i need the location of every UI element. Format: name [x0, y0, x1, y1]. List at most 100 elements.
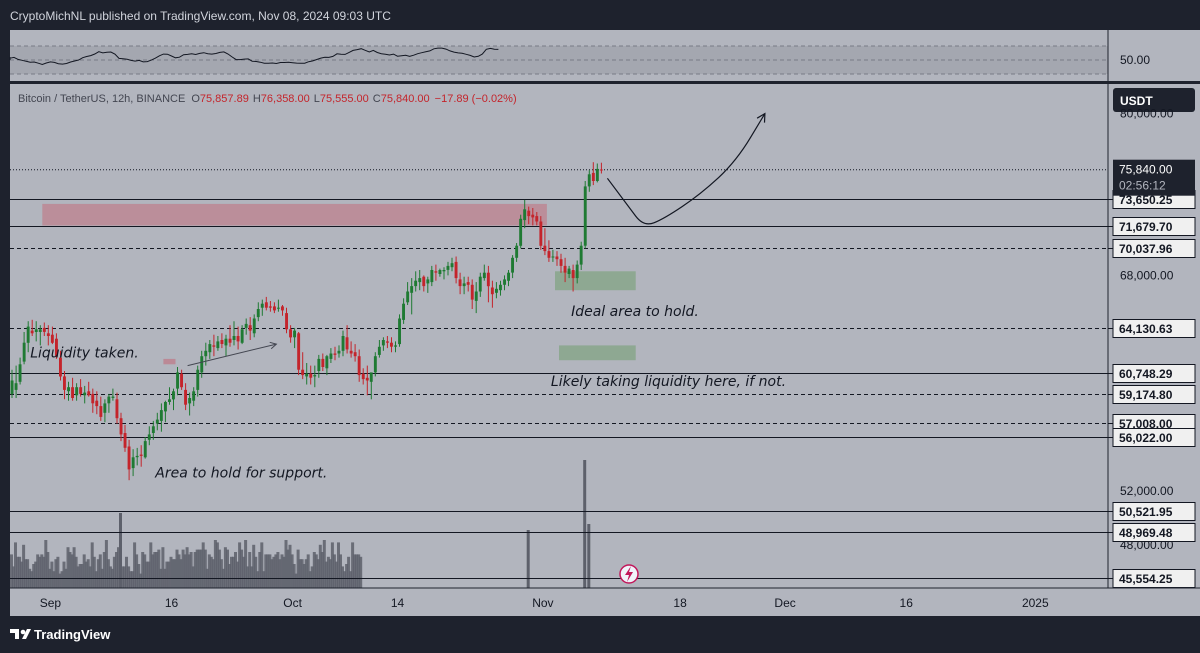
volume-bar — [268, 554, 272, 588]
time-tick: 16 — [900, 596, 914, 610]
candle-body — [543, 245, 547, 252]
candle-body — [535, 216, 539, 222]
time-tick: 2025 — [1022, 596, 1049, 610]
volume-bar — [58, 573, 62, 588]
volume-bar — [161, 547, 165, 588]
candle-body — [313, 375, 317, 377]
level-label: 64,130.63 — [1119, 322, 1173, 336]
candle-body — [373, 356, 377, 373]
volume-bar — [175, 549, 179, 588]
low-value: 75,555.00 — [320, 93, 369, 105]
volume-bar — [195, 549, 199, 588]
candle-body — [301, 369, 305, 376]
volume-bar — [38, 556, 42, 588]
volume-bar — [92, 556, 96, 588]
volume-bar — [94, 571, 98, 588]
candle-body — [317, 358, 321, 371]
candle-body — [63, 376, 66, 390]
main-pane[interactable] — [10, 84, 1108, 588]
volume-bar — [70, 554, 74, 588]
volume-bar — [106, 559, 110, 588]
candle-body — [285, 313, 288, 330]
volume-bar — [262, 571, 266, 588]
candle-body — [507, 272, 510, 281]
candle-body — [127, 446, 131, 470]
level-label: 57,008.00 — [1119, 417, 1173, 431]
zone — [559, 345, 636, 361]
candle-body — [240, 329, 244, 343]
volume-bar — [14, 542, 17, 588]
volume-bar — [66, 547, 70, 588]
candles — [10, 162, 603, 481]
candle-body — [42, 327, 46, 332]
volume-bar — [322, 540, 326, 588]
volume-bar — [310, 566, 314, 588]
candle-body — [103, 403, 107, 413]
level-label: 70,037.96 — [1119, 242, 1173, 256]
volume-bar — [127, 566, 131, 588]
candle-body — [349, 350, 353, 354]
volume-bar — [304, 559, 308, 588]
volume-bar — [44, 540, 48, 588]
published-caption: CryptoMichNL published on TradingView.co… — [10, 9, 391, 23]
candle-body — [377, 346, 381, 355]
volume-bar — [343, 571, 346, 588]
candle-body — [563, 265, 567, 273]
candle-body — [159, 410, 163, 421]
symbol-name: Bitcoin / TetherUS, 12h, BINANCE — [18, 93, 185, 105]
volume-bar — [151, 554, 155, 588]
projection-curve — [606, 113, 766, 225]
time-axis[interactable] — [10, 588, 1108, 616]
volume-bar — [181, 549, 185, 588]
volume-bar — [282, 556, 286, 588]
candle-body — [595, 168, 599, 181]
candle-body — [470, 284, 474, 300]
symbol-legend[interactable]: Bitcoin / TetherUS, 12h, BINANCE O75,857.… — [18, 93, 517, 105]
candle-body — [228, 338, 232, 343]
high-label: H — [253, 93, 261, 105]
candle-body — [232, 336, 236, 340]
volume-bar — [260, 542, 264, 588]
time-axis-corner — [1108, 588, 1200, 616]
volume-bar — [108, 566, 112, 588]
currency-button[interactable] — [1113, 88, 1195, 112]
lightning-icon[interactable] — [619, 564, 639, 584]
candle-body — [46, 333, 50, 336]
candle-body — [38, 329, 42, 332]
candle-body — [430, 270, 434, 283]
volume-bar — [18, 556, 22, 588]
level-label-box — [1112, 364, 1196, 383]
candle-body — [482, 272, 486, 279]
volume-bar — [318, 544, 322, 588]
candle-body — [252, 318, 256, 334]
volume-bar — [191, 566, 195, 588]
candle-body — [345, 337, 349, 350]
volume-bar — [112, 556, 116, 588]
candle-body — [571, 270, 575, 279]
candle-body — [418, 278, 422, 283]
candle-body — [329, 353, 333, 359]
footer-bar — [0, 616, 1200, 653]
candle-body — [293, 330, 296, 338]
volume-bar — [50, 561, 54, 588]
candle-body — [168, 399, 171, 402]
candle-body — [50, 334, 54, 343]
volume-bar — [339, 554, 342, 588]
countdown-label: 02:56:12 — [1119, 179, 1166, 193]
volume-bar — [341, 566, 344, 588]
level-label-box — [1112, 385, 1196, 404]
volume-bar — [296, 549, 300, 588]
candle-body — [139, 454, 143, 456]
candle-body — [220, 340, 224, 344]
level-label: 73,650.25 — [1119, 193, 1173, 207]
volume-bar — [270, 559, 274, 588]
close-label: C — [373, 93, 381, 105]
volume-bar — [147, 561, 151, 588]
pane-separator[interactable] — [10, 81, 1200, 84]
candle-body — [256, 309, 260, 318]
zones — [42, 203, 636, 365]
candle-body — [59, 357, 62, 377]
level-label-box — [1112, 428, 1196, 447]
time-tick: Sep — [40, 596, 62, 610]
candle-body — [248, 325, 252, 331]
